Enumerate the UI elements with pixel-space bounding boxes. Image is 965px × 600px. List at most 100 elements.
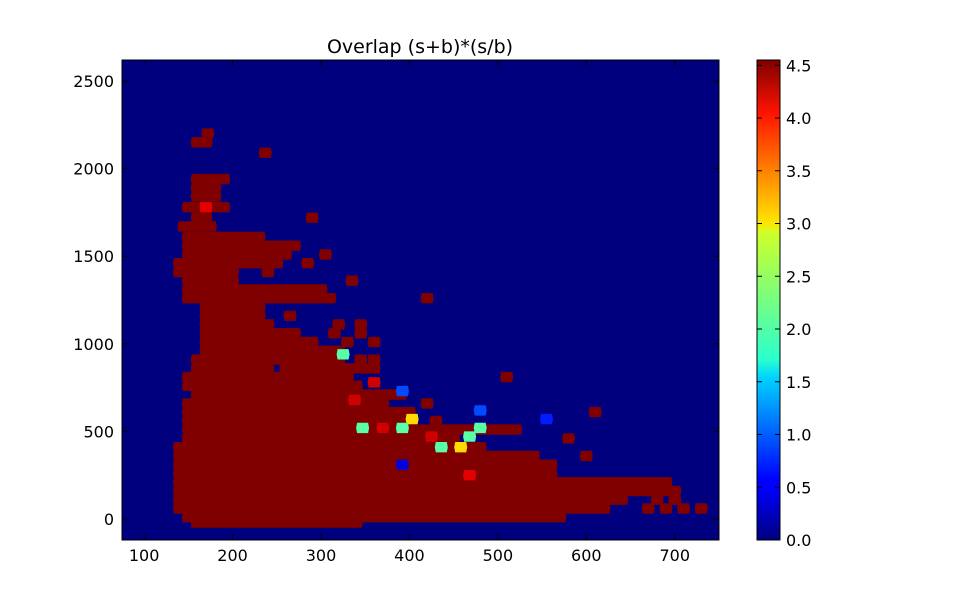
- hex-bin: [261, 363, 275, 374]
- hex-bin: [258, 147, 272, 158]
- hex-bin: [270, 258, 284, 269]
- hex-bin: [588, 406, 602, 418]
- x-tick-label: 200: [217, 546, 248, 565]
- hex-bin: [354, 328, 368, 339]
- hex-bin: [420, 293, 434, 304]
- colorbar-axis: 0.0 0.5 1.0 1.5 2.0 2.5 3.0 3.5 4.0 4.5: [757, 56, 811, 550]
- hex-bin: [500, 371, 514, 383]
- hex-bin: [341, 336, 354, 348]
- hex-bin: [318, 249, 332, 260]
- hex-bin: [199, 212, 213, 223]
- hex-bin: [208, 182, 222, 194]
- hex-bin: [615, 494, 629, 505]
- hex-bin: [252, 231, 266, 243]
- hex-bin: [354, 354, 368, 365]
- hex-bin-highlight: [434, 442, 448, 453]
- hex-bin: [199, 137, 213, 148]
- hex-bin-highlight: [199, 202, 213, 213]
- hex-bin-highlight: [454, 442, 468, 453]
- hex-bin: [288, 240, 301, 251]
- hex-bin-highlight: [395, 385, 409, 397]
- hex-bin: [305, 336, 319, 348]
- x-tick-label: 100: [129, 546, 160, 565]
- hex-bin: [332, 319, 346, 330]
- hex-bin: [323, 293, 337, 304]
- colorbar-tick-label: 0.5: [786, 478, 811, 497]
- hex-bin-highlight: [395, 422, 409, 434]
- hex-bin-highlight: [463, 431, 477, 442]
- hex-bin: [597, 503, 611, 514]
- y-tick-label: 2000: [73, 160, 114, 179]
- colorbar-tick-label: 1.0: [786, 426, 811, 445]
- colorbar: [756, 59, 781, 541]
- hex-bin: [203, 221, 217, 232]
- hex-bin: [641, 503, 655, 514]
- hex-bin: [544, 468, 558, 479]
- hex-bin-highlight: [405, 413, 419, 425]
- hex-bin: [327, 328, 341, 339]
- hex-bin-highlight: [425, 431, 439, 442]
- hex-bin: [301, 258, 315, 269]
- hex-bin: [261, 319, 275, 330]
- hex-bin: [201, 128, 215, 139]
- hex-bin: [367, 336, 381, 348]
- y-tick-label: 1500: [73, 247, 114, 266]
- hex-bin: [694, 503, 708, 514]
- hex-bin: [349, 517, 363, 528]
- hex-bin: [420, 398, 434, 409]
- hex-bin: [650, 494, 664, 505]
- hex-bin: [283, 310, 297, 321]
- y-tick-label: 2500: [73, 72, 114, 91]
- hex-bin: [544, 459, 558, 470]
- y-tick-label: 0: [104, 510, 114, 529]
- hex-bin-highlight: [540, 413, 553, 425]
- hex-bin: [345, 275, 359, 286]
- x-tick-label: 500: [483, 546, 514, 565]
- hex-bin: [562, 433, 576, 444]
- hex-bin: [305, 212, 319, 223]
- hex-bin: [553, 512, 567, 523]
- hex-bin: [261, 266, 275, 278]
- colorbar-tick-label: 3.5: [786, 162, 811, 181]
- hex-bin-highlight: [395, 459, 409, 470]
- hex-bin: [376, 398, 390, 409]
- y-axis: 0 500 1000 1500 2000 2500: [73, 72, 719, 529]
- hexbin-cells: [173, 128, 708, 528]
- hex-bin: [288, 328, 301, 339]
- hex-bin: [367, 354, 381, 365]
- x-tick-label: 600: [571, 546, 602, 565]
- hex-bin: [367, 363, 381, 374]
- hex-bin: [252, 310, 266, 321]
- hex-bin: [579, 450, 593, 462]
- hex-bin-highlight: [473, 405, 487, 416]
- hex-bin: [217, 173, 231, 185]
- hex-bin: [208, 191, 222, 202]
- hex-bin-highlight: [473, 422, 487, 434]
- y-tick-label: 1000: [73, 335, 114, 354]
- colorbar-tick-label: 3.0: [786, 215, 811, 234]
- plot-frame: [121, 59, 720, 541]
- hex-bin: [668, 494, 682, 505]
- colorbar-tick-label: 2.0: [786, 320, 811, 339]
- x-tick-label: 300: [306, 546, 337, 565]
- hex-bin-highlight: [367, 377, 381, 388]
- y-tick-label: 500: [83, 422, 114, 441]
- colorbar-tick-label: 4.0: [786, 109, 811, 128]
- chart-title: Overlap (s+b)*(s/b): [327, 36, 513, 58]
- hex-bin: [429, 415, 443, 427]
- x-axis: 100 200 300 400 500 600 700: [129, 60, 690, 565]
- hex-bin: [526, 450, 540, 462]
- hex-bin: [226, 275, 240, 286]
- colorbar-tick-label: 0.0: [786, 531, 811, 550]
- hex-bin-highlight: [356, 422, 370, 434]
- hex-bin: [341, 371, 354, 383]
- hex-bin: [659, 477, 673, 488]
- colorbar-tick-label: 4.5: [786, 56, 811, 75]
- hex-bin: [509, 424, 523, 435]
- hex-bin: [349, 380, 363, 391]
- hex-bin: [659, 503, 673, 514]
- hex-bin: [314, 284, 328, 295]
- x-tick-label: 400: [394, 546, 425, 565]
- colorbar-tick-label: 2.5: [786, 267, 811, 286]
- hex-bin: [226, 266, 240, 278]
